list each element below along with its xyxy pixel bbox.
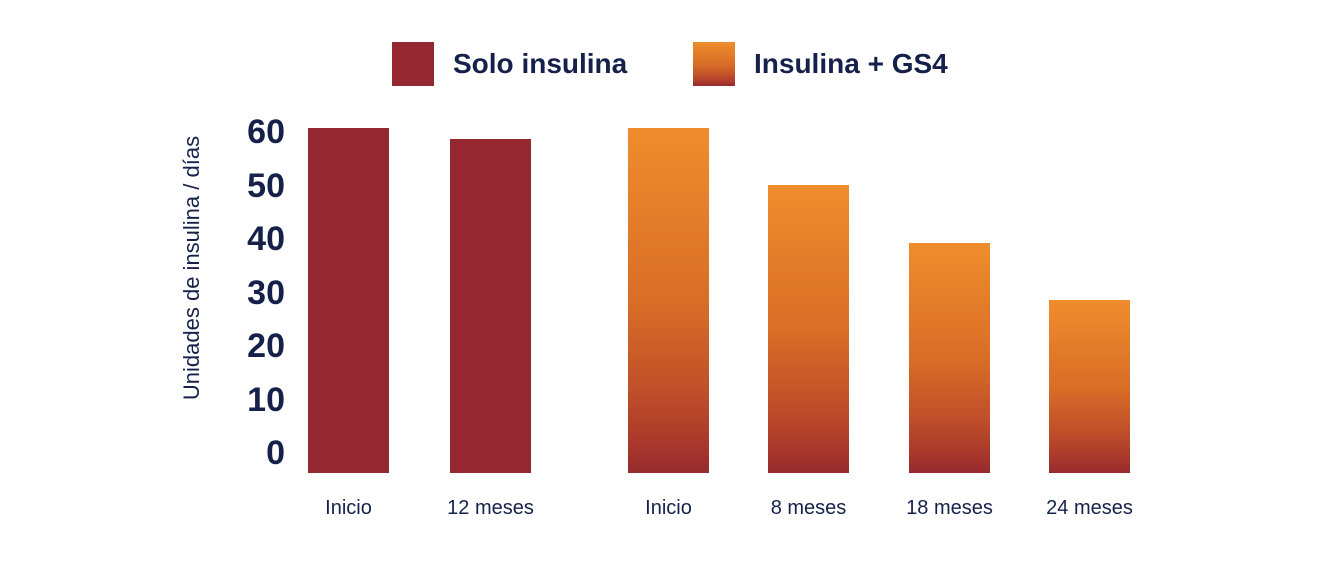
y-tick-60: 60 [247, 113, 285, 151]
legend-label-insulina-gs4: Insulina + GS4 [754, 48, 948, 79]
legend-swatch-insulina-gs4 [693, 42, 735, 86]
y-tick-50: 50 [247, 166, 285, 205]
y-tick-10: 10 [247, 380, 285, 419]
bar-gs4-8-meses [768, 185, 849, 473]
legend-label-solo-insulina: Solo insulina [453, 48, 628, 79]
bar-gs4-inicio [628, 128, 709, 473]
x-label-18-meses-4: 18 meses [906, 497, 993, 519]
x-label-inicio-0: Inicio [325, 497, 372, 519]
legend-item-solo-insulina: Solo insulina [392, 42, 627, 86]
y-tick-40: 40 [247, 220, 285, 258]
x-label-24-meses-5: 24 meses [1046, 497, 1133, 519]
bar-gs4-18-meses [909, 243, 990, 473]
legend-item-insulina-gs4: Insulina + GS4 [693, 42, 948, 86]
bar-gs4-24-meses [1049, 300, 1130, 473]
y-tick-20: 20 [247, 327, 285, 365]
bar-solo-12-meses [450, 139, 531, 473]
y-tick-30: 30 [247, 273, 285, 312]
x-label-12-meses-1: 12 meses [447, 497, 534, 519]
y-tick-0: 0 [266, 434, 285, 472]
legend-swatch-solo-insulina [392, 42, 434, 86]
y-axis-title: Unidades de insulina / días [179, 135, 204, 401]
bar-solo-inicio [308, 128, 389, 473]
x-label-inicio-2: Inicio [645, 497, 692, 519]
x-label-8-meses-3: 8 meses [770, 497, 847, 519]
